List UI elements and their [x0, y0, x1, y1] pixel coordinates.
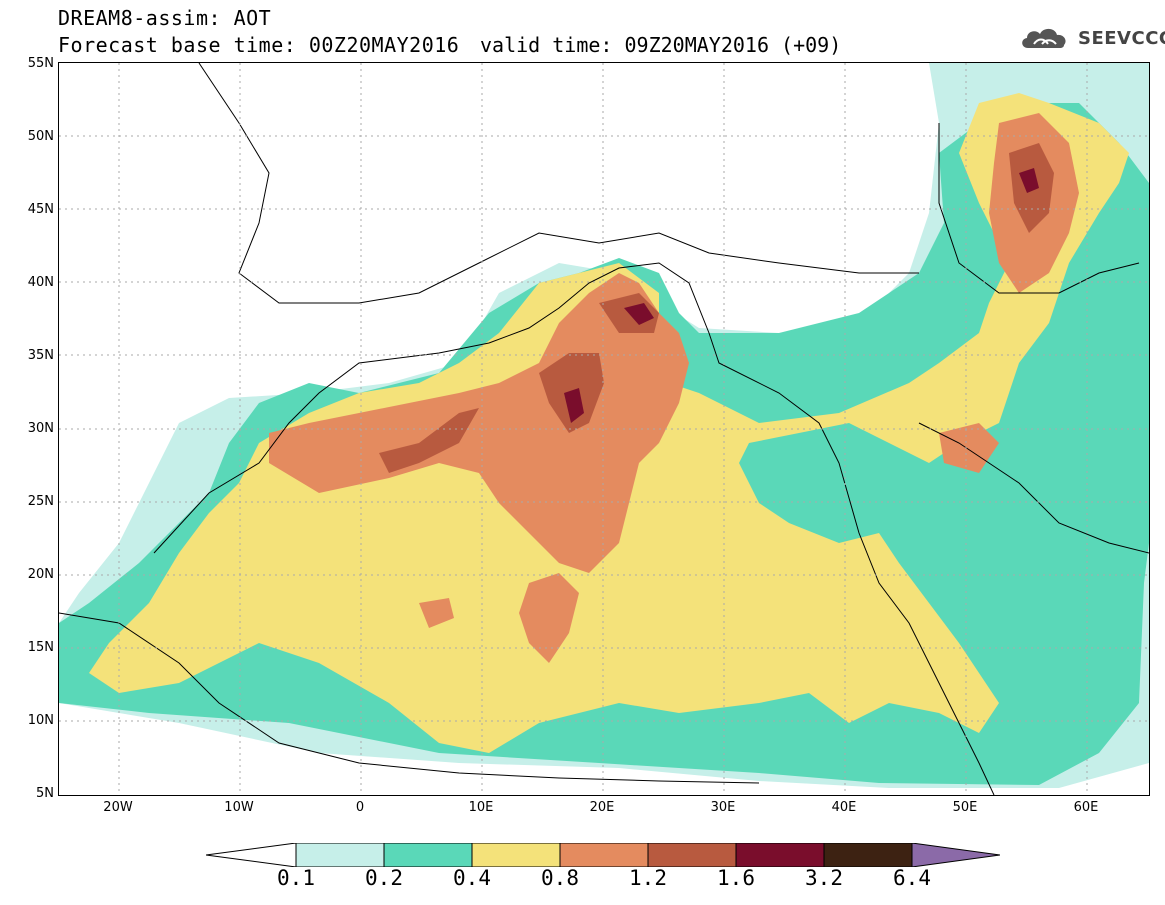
aot-band-0-8-patch [419, 598, 454, 628]
aot-band-0-8-patch [939, 423, 999, 473]
lat-label: 10N [27, 713, 54, 728]
aot-field [59, 63, 1149, 795]
lon-label: 20W [103, 800, 133, 815]
colorbar-swatch [647, 843, 737, 867]
lon-label: 20E [589, 800, 615, 815]
aot-band-1-6 [1019, 168, 1039, 193]
lat-label: 15N [27, 640, 54, 655]
colorbar-arrow-low [206, 843, 297, 867]
lat-label: 25N [27, 494, 54, 509]
colorbar-swatch [735, 843, 825, 867]
colorbar-swatch [383, 843, 473, 867]
lon-label: 60E [1073, 800, 1099, 815]
lat-label: 35N [27, 348, 54, 363]
colorbar-label: 3.2 [805, 866, 843, 890]
valid-time: valid time: 09Z20MAY2016 (+09) [480, 33, 842, 57]
cloud-icon [1022, 28, 1066, 48]
aot-band-1-2 [379, 408, 479, 473]
colorbar-label: 0.2 [365, 866, 403, 890]
aot-band-0-8-patch [519, 573, 579, 663]
colorbar-label: 6.4 [893, 866, 931, 890]
logo-text: SEEVCCC [1078, 27, 1165, 49]
lat-label: 20N [27, 567, 54, 582]
lat-label: 30N [27, 421, 54, 436]
map-title: DREAM8-assim: AOT [58, 6, 272, 30]
colorbar [206, 843, 1000, 867]
lon-label: 0 [355, 800, 365, 815]
forecast-base-time: Forecast base time: 00Z20MAY2016 [58, 33, 460, 57]
colorbar-label: 0.8 [541, 866, 579, 890]
seevccc-logo: SEEVCCC [1018, 24, 1165, 52]
colorbar-swatch [471, 843, 561, 867]
aot-band-1-6 [624, 303, 654, 325]
lat-label: 40N [27, 275, 54, 290]
lon-label: 50E [952, 800, 978, 815]
graticule [59, 63, 1149, 795]
colorbar-label: 0.4 [453, 866, 491, 890]
lat-label: 5N [36, 786, 54, 801]
lon-label: 40E [831, 800, 857, 815]
colorbar-swatch [295, 843, 385, 867]
colorbar-label: 1.6 [717, 866, 755, 890]
coastlines [59, 63, 1149, 795]
aot-map [58, 62, 1150, 796]
lon-label: 10W [224, 800, 254, 815]
lat-label: 45N [27, 202, 54, 217]
lon-label: 30E [710, 800, 736, 815]
colorbar-swatch [823, 843, 913, 867]
aot-band-1-6 [564, 388, 584, 423]
aot-band-0-8 [269, 273, 689, 573]
colorbar-label: 0.1 [277, 866, 315, 890]
lat-label: 50N [27, 129, 54, 144]
lon-label: 10E [468, 800, 494, 815]
colorbar-arrow-high [911, 843, 1000, 867]
colorbar-label: 1.2 [629, 866, 667, 890]
colorbar-swatch [559, 843, 649, 867]
lat-label: 55N [27, 56, 54, 71]
